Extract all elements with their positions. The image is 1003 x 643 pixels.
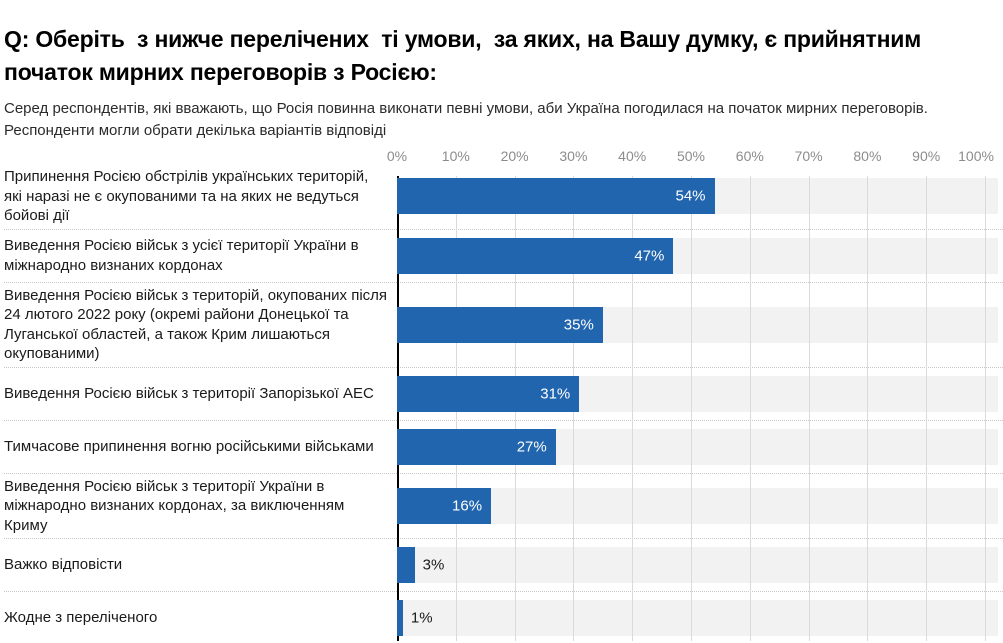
x-axis-tick-label: 60% [735,148,764,164]
bar-value-label: 31% [540,385,571,402]
bar-chart-rows: Припинення Росією обстрілів українських … [4,164,1003,643]
x-axis-tick-label: 50% [676,148,706,164]
bar: 47% [397,237,674,274]
chart-row: Виведення Росією військ з території Запо… [4,368,1003,421]
category-label: Важко відповісти [4,556,123,574]
chart-row: Виведення Росією військ з усієї територі… [4,230,1003,283]
x-axis-tick-label: 0% [386,148,408,164]
bar-track: 47% [397,237,998,274]
bar-track: 54% [397,178,998,215]
bar-value-label: 27% [516,438,547,455]
category-label: Тимчасове припинення вогню російськими в… [4,437,374,455]
bar-value-label: 1% [410,609,433,627]
bar [397,600,403,636]
bar: 35% [397,306,603,343]
bar [397,547,415,583]
x-axis-tick-label: 100% [958,148,994,164]
chart-row: Виведення Росією військ з територій, оку… [4,283,1003,368]
bar: 27% [397,428,556,465]
x-axis-tick-label: 40% [618,148,647,164]
x-axis-tick-label: 10% [441,148,470,164]
bar: 16% [397,487,492,524]
bar-value-label: 3% [422,556,445,574]
category-label: Виведення Росією військ з території Укра… [4,477,345,534]
x-axis-tick-label: 80% [853,148,882,164]
bar-value-label: 47% [634,247,665,264]
bar: 54% [397,178,715,215]
bar-value-label: 54% [675,187,706,205]
chart-row: Важко відповісти 3% [4,539,1003,592]
page-title: Q: Оберіть з нижче перелічених ті умови,… [4,26,928,85]
category-label: Виведення Росією військ з території Запо… [4,384,374,402]
bar-track: 35% [397,306,998,343]
x-axis-tick-label: 30% [559,148,588,164]
x-axis-tick-label: 70% [794,148,823,164]
bar-track: 3% [397,547,998,583]
chart-row: Тимчасове припинення вогню російськими в… [4,421,1003,474]
bar-value-label: 35% [563,316,594,333]
category-label: Виведення Росією військ з усієї територі… [4,237,359,274]
bar-track: 27% [397,428,998,465]
x-axis-tick-label: 90% [912,148,941,164]
category-label: Припинення Росією обстрілів українських … [4,168,369,224]
bar-track: 16% [397,487,998,524]
bar: 31% [397,375,580,412]
chart-row: Припинення Росією обстрілів українських … [4,164,1003,230]
category-label: Жодне з переліченого [4,609,158,627]
chart-row: Жодне з переліченого 1% [4,592,1003,643]
bar-track: 1% [397,600,998,636]
chart-subtitle: Серед респондентів, які вважають, що Рос… [4,100,928,139]
x-axis: 0% 10% 20% 30% 40% 50% 60% 70% 80% 90% 100% [4,146,1003,164]
chart-row: Виведення Росією військ з території Укра… [4,474,1003,539]
category-label: Виведення Росією військ з територій, оку… [4,286,388,363]
bar-track: 31% [397,375,998,412]
x-axis-tick-label: 20% [500,148,529,164]
bar-value-label: 16% [452,497,483,515]
